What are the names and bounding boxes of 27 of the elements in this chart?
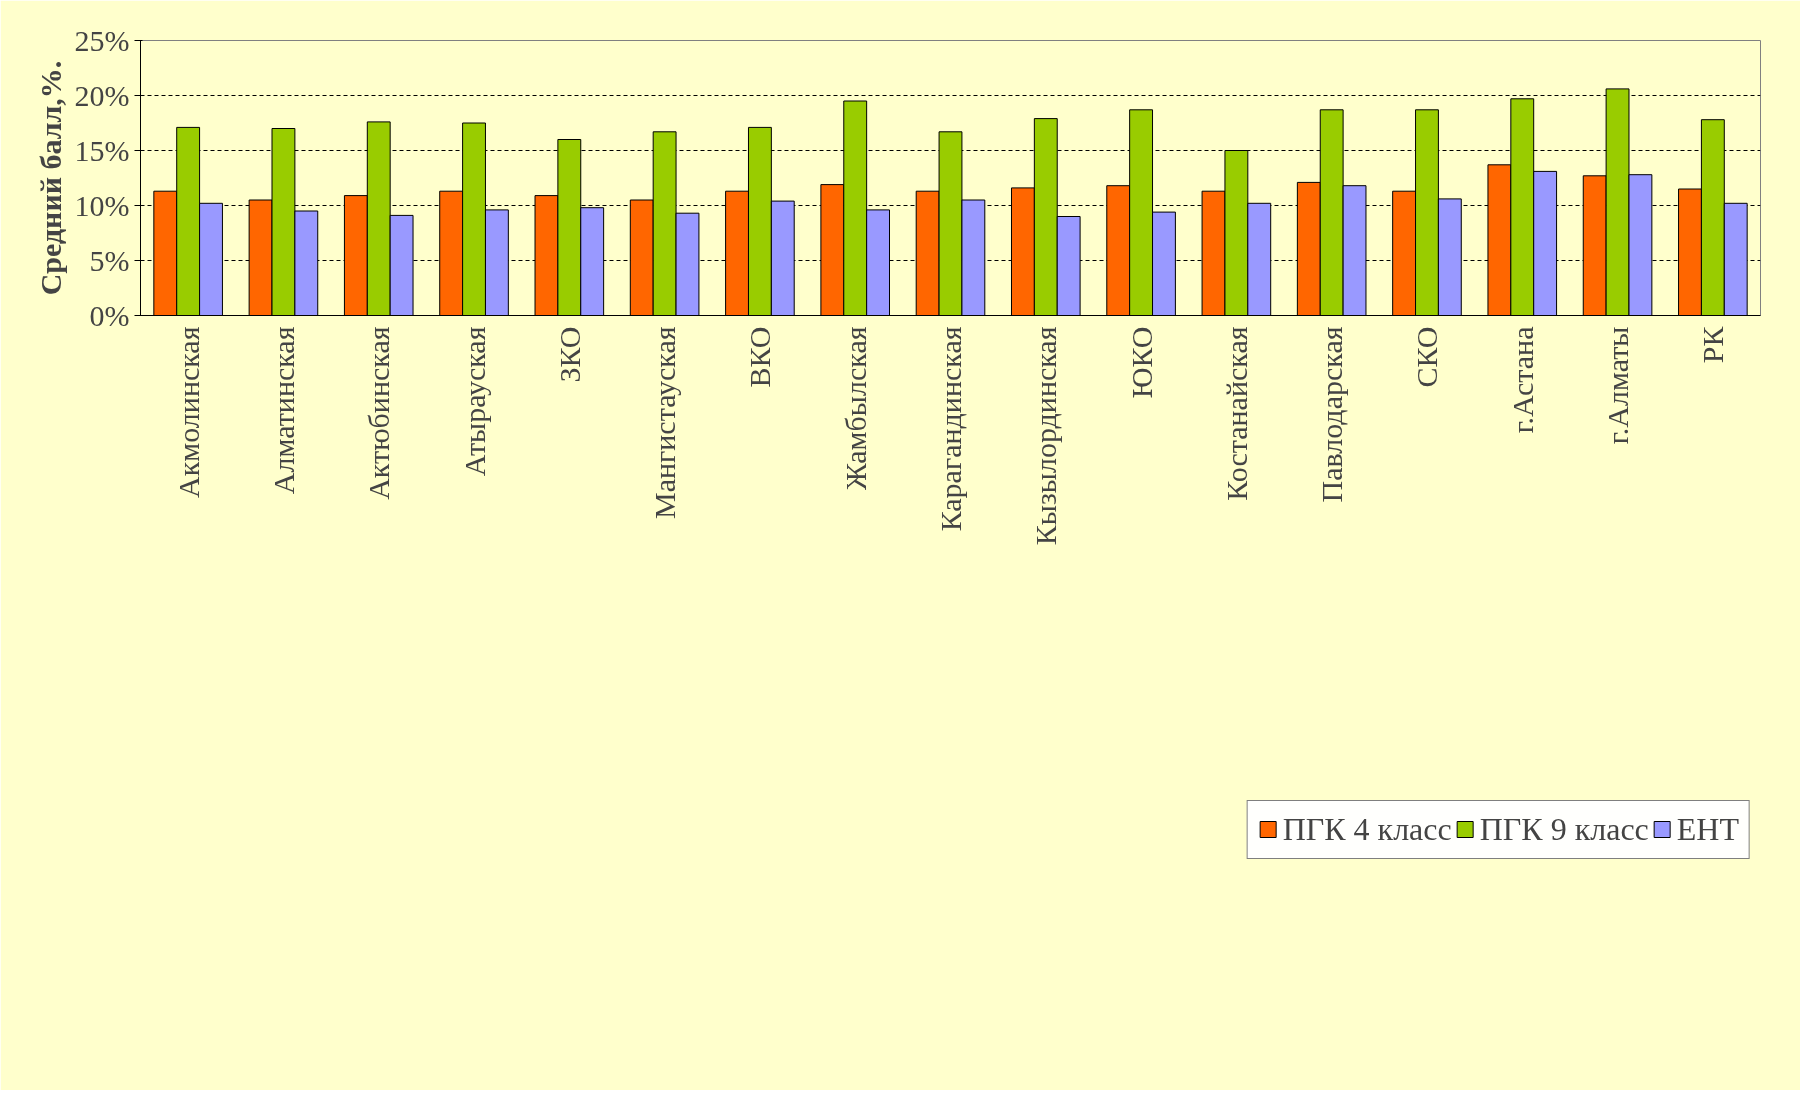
y-axis-title: Средний балл,%.	[33, 60, 67, 296]
x-tick-label: Костанайская	[1219, 326, 1253, 501]
x-tick-label: Акмолинская	[171, 326, 205, 498]
x-tick-label: Кызылординская	[1029, 326, 1063, 546]
y-tick-label: 25%	[74, 24, 130, 57]
y-tick-label: 10%	[74, 189, 130, 222]
x-tick-label: РК	[1696, 325, 1730, 364]
y-tick-label: 5%	[89, 244, 130, 277]
x-tick-label: г.Алматы	[1601, 326, 1635, 445]
legend-label: ЕНТ	[1676, 810, 1739, 848]
x-tick-label: Павлодарская	[1315, 326, 1349, 503]
x-tick-label: Мангистауская	[648, 326, 682, 520]
x-tick-label: ВКО	[743, 326, 777, 388]
x-tick-label: Алматинская	[266, 326, 300, 495]
x-tick-label: г.Астана	[1505, 326, 1539, 434]
x-tick-label: Карагандинская	[934, 326, 967, 532]
legend-label: ПГК 4 класс	[1282, 810, 1452, 848]
y-tick-label: 20%	[74, 79, 130, 112]
x-tick-label: Жамбылская	[838, 326, 872, 490]
x-tick-label: ЗКО	[552, 326, 586, 383]
y-tick-label: 0%	[89, 299, 130, 332]
x-tick-label: Атырауская	[457, 326, 491, 477]
legend-label: ПГК 9 класс	[1479, 810, 1649, 848]
x-tick-label: Актюбинская	[362, 326, 396, 500]
x-tick-label: СКО	[1410, 326, 1444, 388]
y-tick-label: 15%	[74, 134, 130, 167]
x-tick-label: ЮКО	[1124, 326, 1158, 399]
